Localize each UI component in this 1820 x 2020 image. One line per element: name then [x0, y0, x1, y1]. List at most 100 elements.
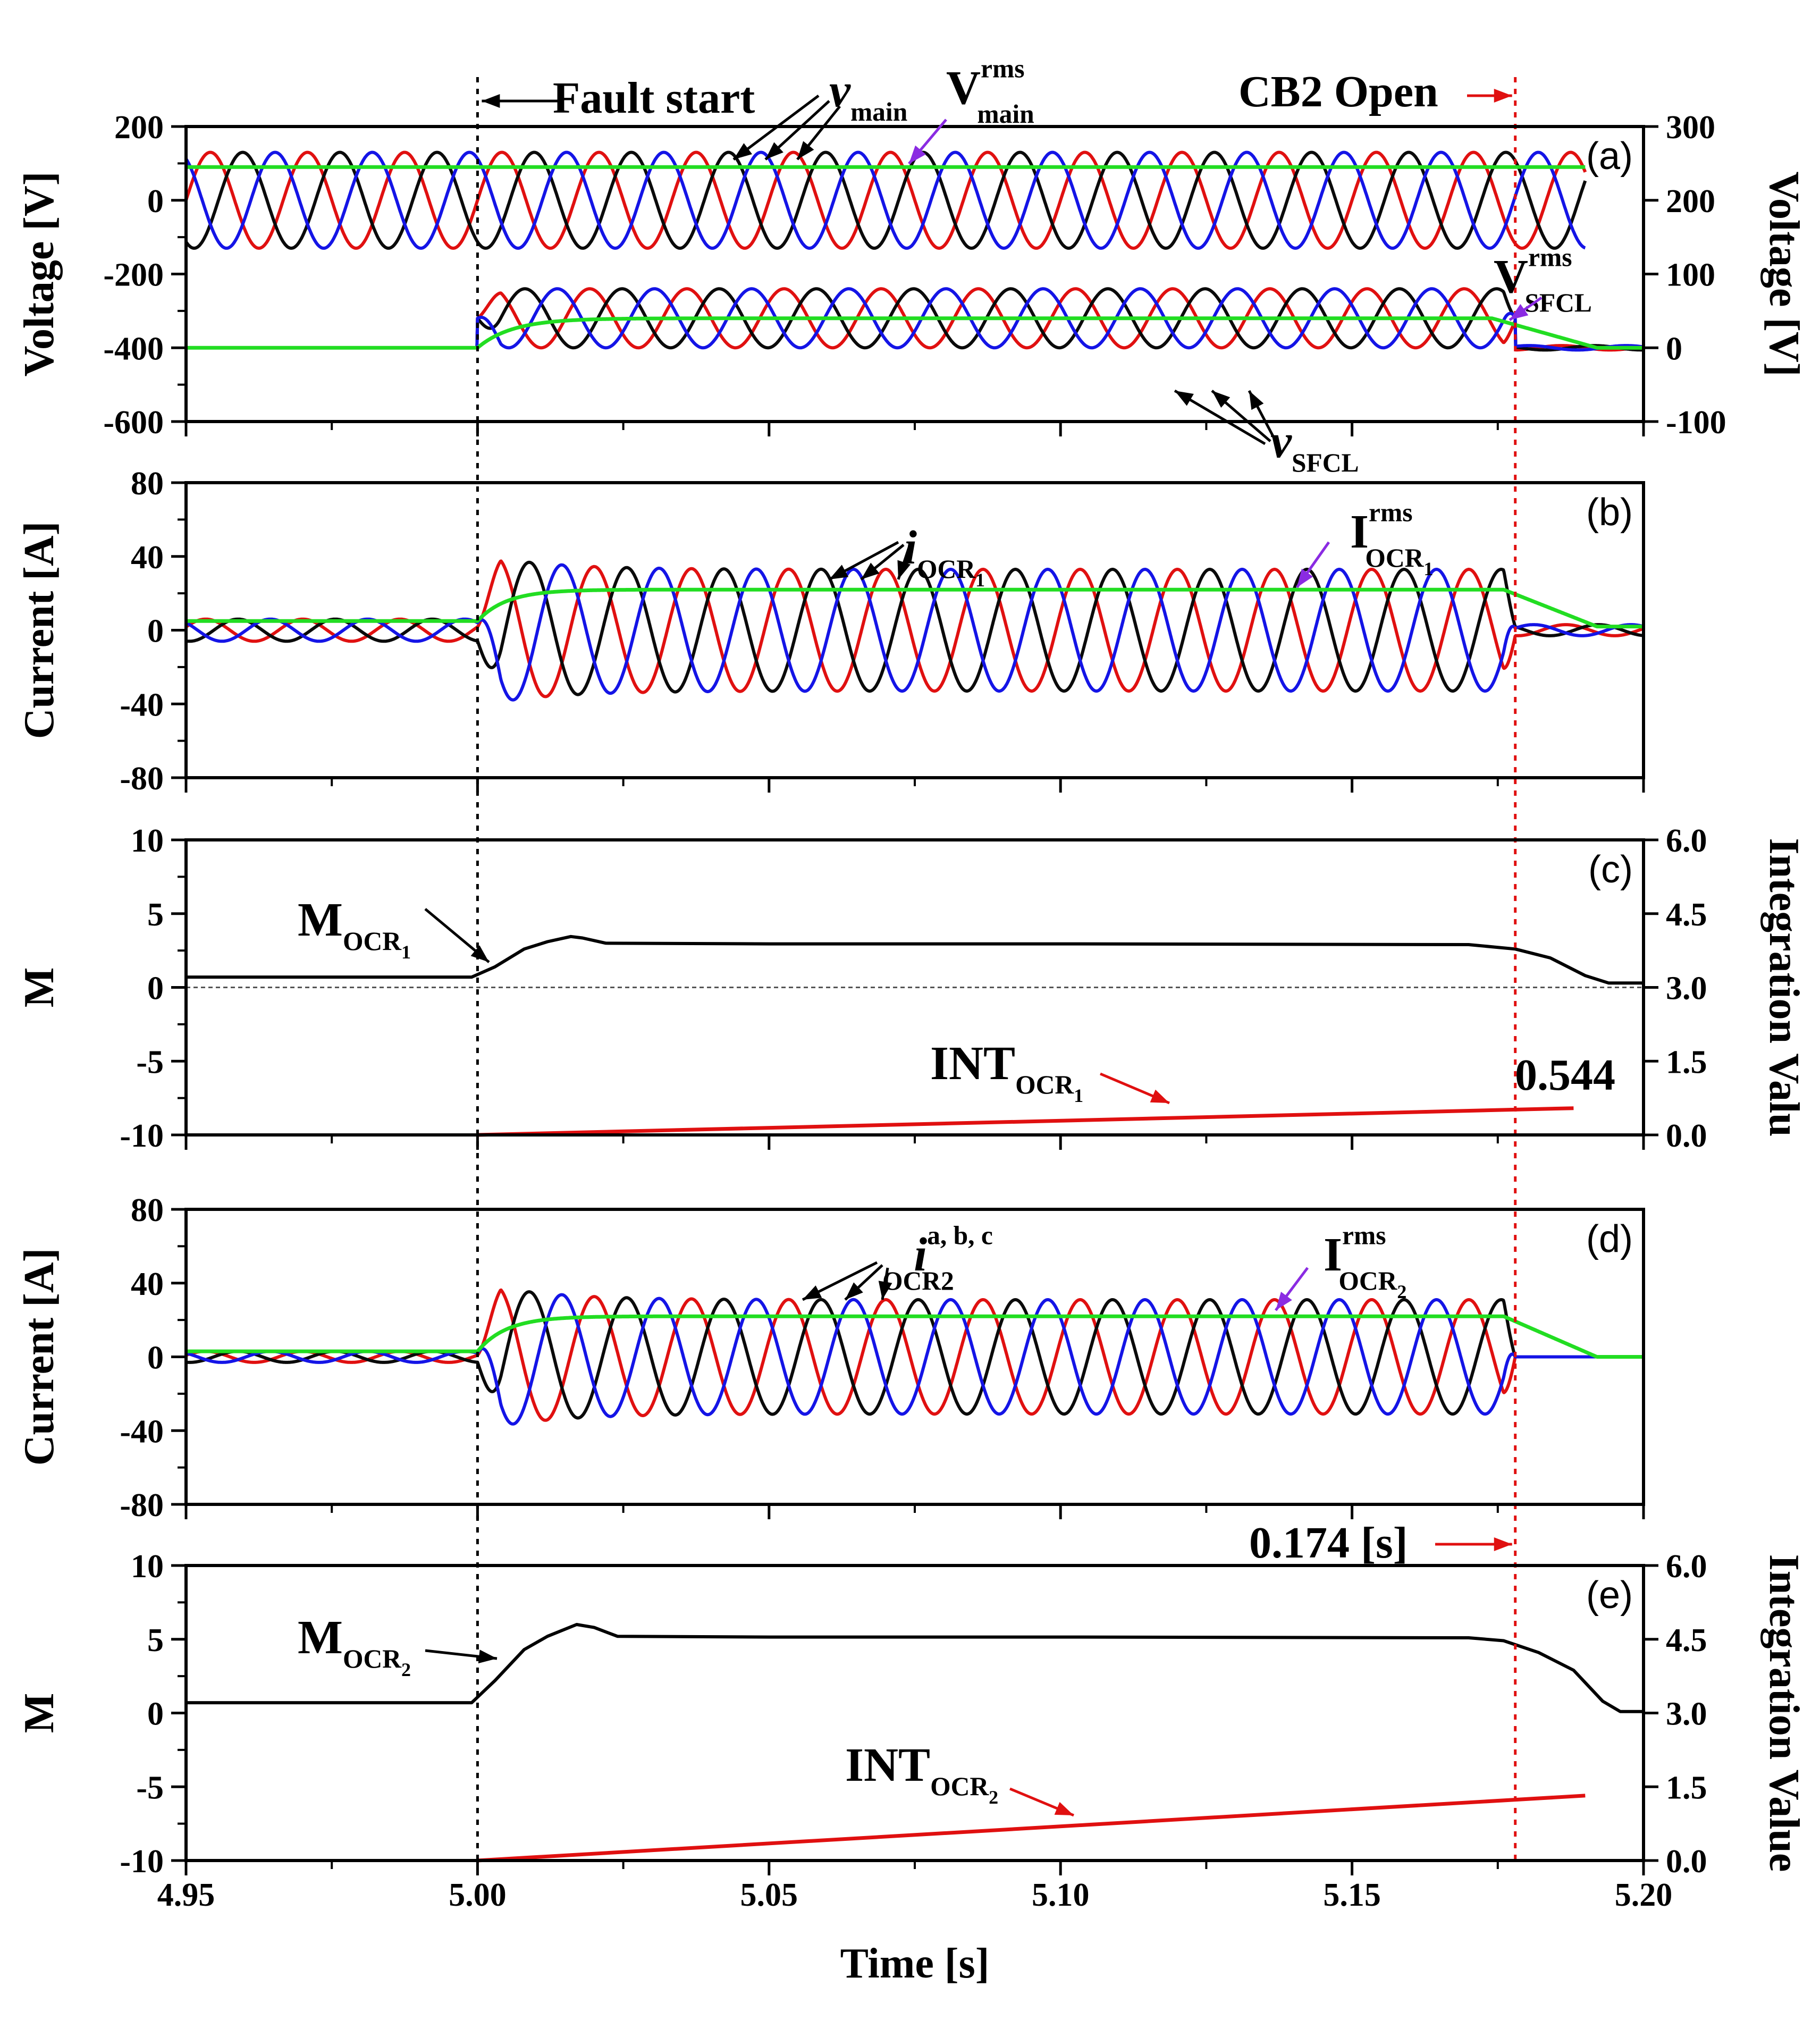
int-ocr-c-line — [477, 1106, 1574, 1137]
y2-tick-label-e-3: 1.5 — [1666, 1770, 1707, 1806]
x-tick-label-2: 5.05 — [740, 1877, 798, 1913]
label-v-main-rms: Vrms main — [946, 54, 1034, 129]
int-ocr-e-line — [477, 1794, 1586, 1863]
i-ocr-b-phase-a — [185, 559, 1645, 698]
y-tick-label-b-0: 80 — [131, 466, 164, 502]
arrow-i-ocr2-2 — [844, 1264, 883, 1301]
arrow-i-ocr1-1 — [828, 541, 899, 581]
arrow-v-main-1 — [732, 95, 820, 161]
y-tick-label-a-3: -400 — [103, 331, 164, 367]
y-axis-title-e: M — [16, 1693, 63, 1733]
y-tick-label-d-0: 80 — [131, 1192, 164, 1228]
arrow-v-main-rms — [908, 119, 947, 165]
y-tick-label-d-3: -40 — [120, 1413, 164, 1450]
y-tick-label-b-2: 0 — [147, 613, 164, 650]
y2-tick-label-a-3: 0 — [1666, 331, 1682, 367]
x-tick-label-3: 5.10 — [1032, 1877, 1090, 1913]
y2-tick-label-e-1: 4.5 — [1666, 1622, 1707, 1659]
v-main-phase-a — [184, 150, 1587, 250]
label-i-ocr2-rms: Irms OCR2 — [1324, 1221, 1406, 1303]
arrow-v-sfcl-3 — [1248, 390, 1277, 442]
y2-tick-label-a-2: 100 — [1666, 257, 1715, 293]
y-tick-label-e-0: 10 — [131, 1548, 164, 1585]
y2-tick-label-a-4: -100 — [1666, 405, 1726, 441]
int-ocr1-final-value: 0.544 — [1515, 1050, 1615, 1100]
y-tick-label-d-2: 0 — [147, 1340, 164, 1376]
y-axis-title-a: Voltage [V] — [16, 172, 63, 377]
trip-time-label: 0.174 [s] — [1249, 1518, 1408, 1568]
arrow-v-sfcl-2 — [1211, 390, 1271, 442]
curves-layer — [184, 77, 1645, 1863]
y-tick-label-a-1: 0 — [147, 183, 164, 220]
y-tick-label-e-1: 5 — [147, 1622, 164, 1659]
y2-tick-label-e-4: 0.0 — [1666, 1844, 1707, 1880]
arrow-int-ocr1 — [1100, 1072, 1170, 1105]
v-main-phase-b — [184, 150, 1587, 250]
fault-start-label: Fault start — [553, 73, 755, 123]
y2-axis-title-e: Integration Value — [1760, 1554, 1807, 1872]
label-i-ocr1: iOCR1 — [904, 521, 985, 591]
svg-text:vSFCL: vSFCL — [1270, 415, 1359, 477]
y-tick-label-a-4: -600 — [103, 405, 164, 441]
label-v-main: vmain — [829, 64, 907, 127]
arrow-i-ocr2-3 — [878, 1267, 892, 1300]
svg-text:iOCR1: iOCR1 — [904, 521, 985, 591]
y-tick-label-b-4: -80 — [120, 761, 164, 797]
fault-start-arrow — [482, 94, 563, 108]
arrow-m-ocr2 — [425, 1649, 498, 1664]
arrow-i-ocr1-rms — [1295, 541, 1330, 588]
panel-frame-e — [184, 1564, 1645, 1862]
x-axis-title: Time [s] — [840, 1940, 990, 1987]
y-tick-label-c-0: 10 — [131, 823, 164, 859]
y2-tick-label-a-0: 300 — [1666, 110, 1715, 146]
panel-frame-a — [184, 125, 1645, 423]
y2-tick-label-c-3: 1.5 — [1666, 1044, 1707, 1080]
cb2-open-arrow — [1467, 89, 1512, 103]
y-tick-label-d-4: -80 — [120, 1487, 164, 1524]
svg-text:MOCR1: MOCR1 — [298, 894, 411, 963]
x-tick-label-1: 5.00 — [449, 1877, 507, 1913]
label-i-ocr1-rms: Irms OCR1 — [1350, 498, 1433, 580]
y2-tick-label-e-0: 6.0 — [1666, 1548, 1707, 1585]
y2-tick-label-c-4: 0.0 — [1666, 1118, 1707, 1154]
v-main-phase-c — [184, 150, 1587, 250]
label-int-ocr1: INTOCR1 — [930, 1037, 1083, 1106]
panel-label-d: (d) — [1586, 1218, 1633, 1260]
x-tick-label-0: 4.95 — [157, 1877, 215, 1913]
y-tick-label-a-2: -200 — [103, 257, 164, 293]
y-tick-label-e-4: -10 — [120, 1844, 164, 1880]
label-v-sfcl-rms: Vrms SFCL — [1494, 243, 1592, 318]
arrow-i-ocr2-1 — [802, 1261, 878, 1301]
cb2-open-label: CB2 Open — [1238, 67, 1438, 116]
y-axis-title-d: Current [A] — [16, 1248, 63, 1466]
v-sfcl-rms-line — [184, 316, 1645, 350]
i-ocr-d-phase-a — [185, 1288, 1645, 1422]
y-axis-title-b: Current [A] — [16, 521, 63, 739]
arrow-i-ocr1-3 — [897, 547, 911, 580]
y2-tick-label-e-2: 3.0 — [1666, 1696, 1707, 1732]
svg-text:MOCR2: MOCR2 — [298, 1611, 411, 1680]
arrow-m-ocr1 — [424, 908, 490, 963]
y-tick-label-c-1: 5 — [147, 897, 164, 933]
i-ocr-d-rms-line — [184, 1314, 1645, 1359]
y-tick-label-e-2: 0 — [147, 1696, 164, 1732]
svg-text:INTOCR1: INTOCR1 — [930, 1037, 1083, 1106]
y2-tick-label-c-2: 3.0 — [1666, 971, 1707, 1007]
arrow-v-main-3 — [796, 105, 841, 161]
panel-label-e: (e) — [1586, 1574, 1633, 1617]
trip-time-arrow — [1435, 1537, 1512, 1551]
m-ocr-e-line — [186, 1623, 1644, 1713]
label-m-ocr2: MOCR2 — [298, 1611, 411, 1680]
arrow-int-ocr2 — [1009, 1787, 1074, 1817]
arrow-v-sfcl-rms — [1509, 296, 1543, 322]
arrow-v-main-2 — [764, 100, 830, 161]
y2-tick-label-c-1: 4.5 — [1666, 897, 1707, 933]
label-v-sfcl: vSFCL — [1270, 415, 1359, 477]
m-ocr-c-line — [186, 935, 1644, 985]
y-tick-label-c-4: -10 — [120, 1118, 164, 1154]
